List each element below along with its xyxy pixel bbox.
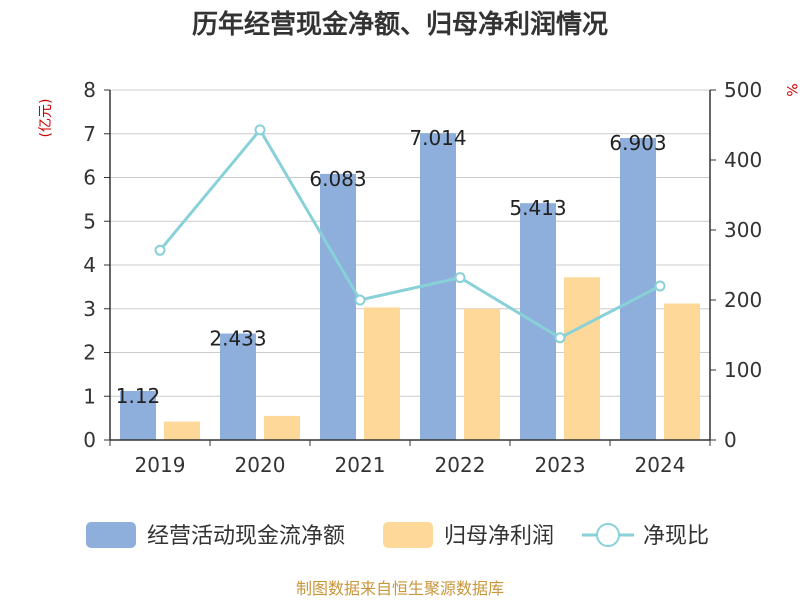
bar-net-profit-2021[interactable] [364, 307, 400, 440]
left-axis-tick-label: 3 [83, 297, 96, 321]
legend-swatch-net-profit [383, 522, 433, 548]
left-axis-tick-label: 4 [83, 253, 96, 277]
left-axis-tick-label: 0 [83, 428, 96, 452]
x-axis-label-2020: 2020 [235, 453, 286, 477]
data-label-cash-flow-2021: 6.083 [309, 167, 366, 191]
legend: 经营活动现金流净额 归母净利润 净现比 [86, 522, 709, 549]
left-axis-tick-label: 2 [83, 341, 96, 365]
x-axis-label-2023: 2023 [535, 453, 586, 477]
gridlines [110, 89, 710, 397]
legend-swatch-cash-flow [86, 522, 136, 548]
x-axis-label-2021: 2021 [335, 453, 386, 477]
source-note: 制图数据来自恒生聚源数据库 [296, 579, 504, 598]
ratio-point-2023[interactable] [554, 332, 566, 344]
legend-label-net-profit: 归母净利润 [444, 524, 554, 549]
ratio-point-2022[interactable] [454, 272, 466, 284]
bar-cash-flow-2019[interactable] [120, 391, 156, 440]
data-label-cash-flow-2022: 7.014 [409, 126, 466, 150]
right-axis-tick-label: 100 [724, 358, 762, 382]
legend-label-ratio: 净现比 [643, 524, 709, 549]
x-axis-label-2022: 2022 [435, 453, 486, 477]
x-axis-label-2019: 2019 [135, 453, 186, 477]
left-axis-tick-label: 1 [83, 384, 96, 408]
bar-cash-flow-2024[interactable] [620, 137, 656, 440]
left-axis-unit: (亿元) [38, 99, 54, 138]
bar-cash-flow-2021[interactable] [320, 173, 356, 440]
right-axis-tick-label: 300 [724, 218, 762, 242]
chart-title: 历年经营现金净额、归母净利润情况 [192, 9, 608, 40]
bar-net-profit-2019[interactable] [164, 421, 200, 440]
axes: 0 1 2 3 4 5 6 7 8 0 100 200 300 400 500 2019 2020 2021 202… [83, 78, 762, 477]
bars [120, 133, 700, 440]
right-axis-tick-label: 200 [724, 288, 762, 312]
data-label-cash-flow-2023: 5.413 [509, 196, 566, 220]
ratio-point-2020[interactable] [254, 124, 266, 136]
legend-label-cash-flow: 经营活动现金流净额 [147, 524, 345, 549]
legend-item-cash-flow[interactable]: 经营活动现金流净额 [86, 522, 345, 549]
x-axis-label-2024: 2024 [635, 453, 686, 477]
right-axis-tick-label: 0 [724, 428, 737, 452]
ratio-line [154, 124, 666, 344]
data-label-cash-flow-2019: 1.12 [116, 384, 161, 408]
data-label-cash-flow-2020: 2.433 [209, 327, 266, 351]
bar-net-profit-2022[interactable] [464, 308, 500, 440]
ratio-point-2024[interactable] [654, 280, 666, 292]
right-axis-tick-label: 400 [724, 148, 762, 172]
ratio-point-2019[interactable] [154, 244, 166, 256]
left-axis-tick-label: 6 [83, 166, 96, 190]
legend-item-net-profit[interactable]: 归母净利润 [383, 522, 554, 549]
left-axis-tick-label: 5 [83, 209, 96, 233]
bar-net-profit-2020[interactable] [264, 415, 300, 440]
data-labels: 1.12 2.433 6.083 7.014 5.413 6.903 [116, 126, 667, 408]
ratio-line-path [158, 128, 661, 340]
bar-cash-flow-2020[interactable] [220, 333, 256, 440]
right-axis-unit: % [783, 83, 799, 96]
legend-item-ratio[interactable]: 净现比 [582, 523, 709, 549]
left-axis-tick-label: 7 [83, 122, 96, 146]
right-axis-tick-label: 500 [724, 78, 762, 102]
ratio-point-2021[interactable] [354, 294, 366, 306]
bar-net-profit-2023[interactable] [564, 277, 600, 440]
bar-net-profit-2024[interactable] [664, 303, 700, 441]
bar-cash-flow-2023[interactable] [520, 203, 556, 440]
data-label-cash-flow-2024: 6.903 [609, 131, 666, 155]
legend-marker-ratio [596, 523, 620, 547]
left-axis-tick-label: 8 [83, 78, 96, 102]
